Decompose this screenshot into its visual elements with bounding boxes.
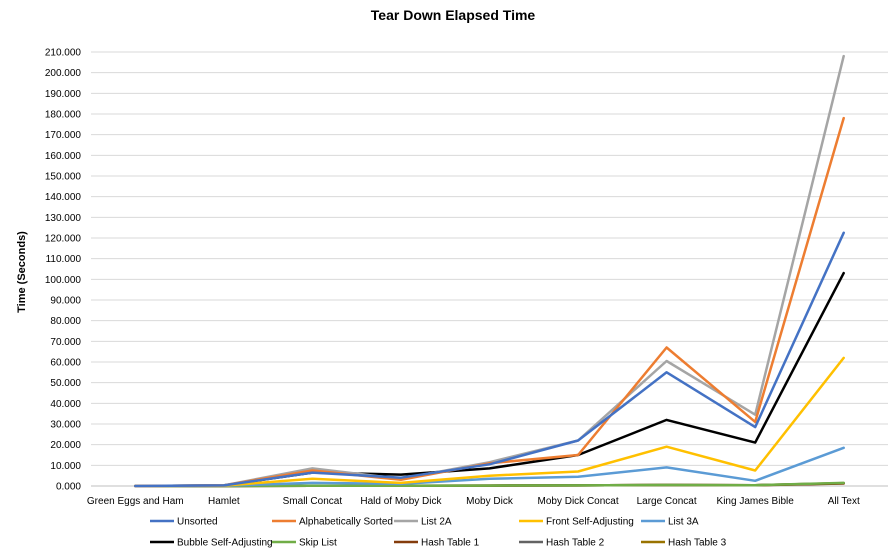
legend-label-alphabetically-sorted: Alphabetically Sorted (299, 517, 393, 528)
chart-title: Tear Down Elapsed Time (371, 7, 536, 23)
x-tick-label: Hald of Moby Dick (360, 496, 442, 507)
legend-label-hash-table-1: Hash Table 1 (421, 538, 480, 549)
x-tick-label: King James Bible (717, 496, 795, 507)
series-line-list-2a (134, 54, 845, 488)
y-tick-label: 20.000 (50, 440, 81, 451)
series-lines (134, 54, 845, 488)
series-line-list-3a (134, 446, 845, 488)
y-tick-label: 80.000 (50, 316, 81, 327)
legend-label-list-3a: List 3A (668, 517, 699, 528)
x-tick-label: Small Concat (283, 496, 343, 507)
y-tick-label: 130.000 (45, 213, 82, 224)
y-tick-label: 60.000 (50, 358, 81, 369)
y-tick-label: 190.000 (45, 89, 82, 100)
y-tick-label: 160.000 (45, 151, 82, 162)
x-tick-label: Green Eggs and Ham (87, 496, 184, 507)
legend-label-hash-table-3: Hash Table 3 (668, 538, 727, 549)
x-tick-label: All Text (828, 496, 860, 507)
y-axis-label: Time (Seconds) (16, 231, 28, 313)
series-line-bubble-self-adjusting (134, 271, 845, 488)
y-tick-label: 0.000 (56, 482, 81, 493)
y-tick-label: 120.000 (45, 234, 82, 245)
x-tick-label: Hamlet (208, 496, 240, 507)
y-tick-label: 50.000 (50, 378, 81, 389)
x-tick-label: Large Concat (637, 496, 697, 507)
gridlines (91, 51, 888, 487)
y-tick-label: 10.000 (50, 461, 81, 472)
y-tick-label: 170.000 (45, 130, 82, 141)
legend-label-front-self-adjusting: Front Self-Adjusting (546, 517, 634, 528)
y-tick-label: 100.000 (45, 275, 82, 286)
y-tick-label: 70.000 (50, 337, 81, 348)
y-tick-label: 40.000 (50, 399, 81, 410)
y-tick-label: 110.000 (46, 254, 82, 265)
y-tick-label: 180.000 (45, 110, 82, 121)
legend-label-bubble-self-adjusting: Bubble Self-Adjusting (177, 538, 273, 549)
series-line-front-self-adjusting (134, 356, 845, 488)
y-tick-label: 210.000 (45, 48, 82, 59)
x-tick-label: Moby Dick Concat (537, 496, 618, 507)
x-tick-labels: Green Eggs and Ham Hamlet Small Concat Hald… (87, 496, 860, 507)
series-line-alphabetically-sorted (134, 116, 845, 488)
series-line-unsorted (134, 231, 845, 488)
legend-label-unsorted: Unsorted (177, 517, 218, 528)
y-tick-labels: 0.000 10.000 20.000 30.000 40.000 50.000 60.00… (45, 48, 82, 493)
y-tick-label: 150.000 (45, 172, 82, 183)
x-tick-label: Moby Dick (466, 496, 514, 507)
legend-label-skip-list: Skip List (299, 538, 337, 549)
legend-label-hash-table-2: Hash Table 2 (546, 538, 605, 549)
y-tick-label: 30.000 (50, 420, 81, 431)
legend: Unsorted Alphabetically Sorted List 2A Fron… (150, 517, 727, 549)
y-tick-label: 140.000 (45, 192, 82, 203)
y-tick-label: 200.000 (45, 68, 82, 79)
legend-label-list-2a: List 2A (421, 517, 452, 528)
y-tick-label: 90.000 (50, 296, 81, 307)
